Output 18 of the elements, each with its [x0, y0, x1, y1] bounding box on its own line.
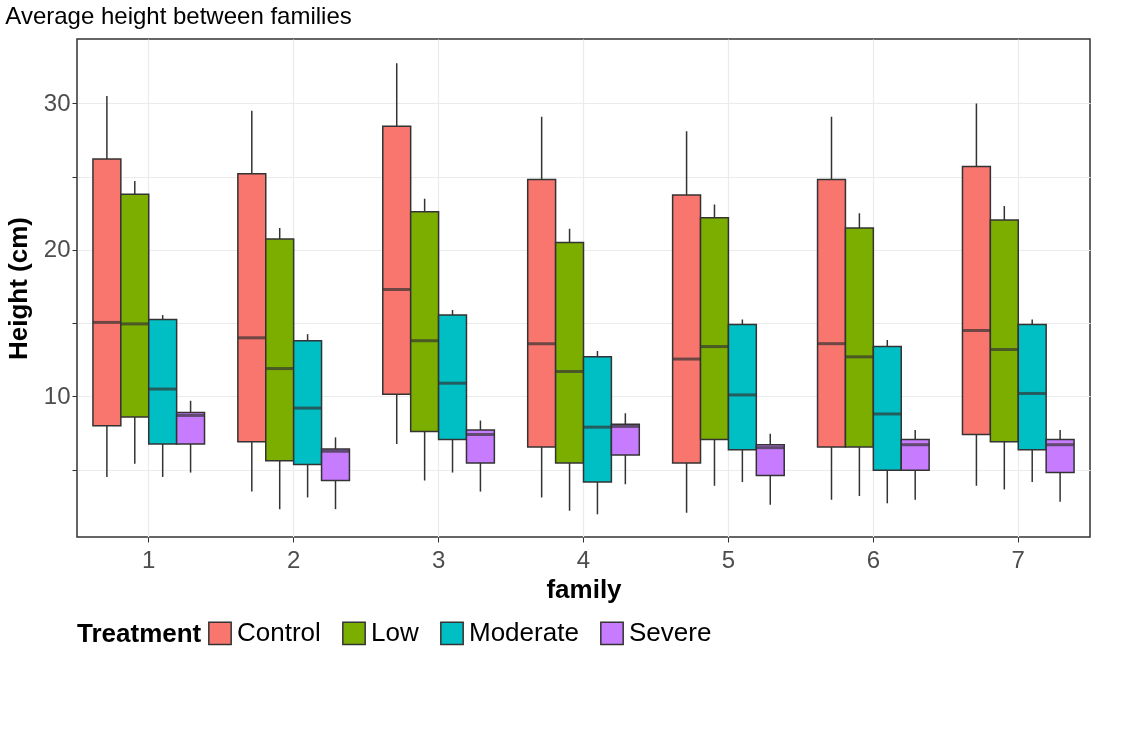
legend-label: Moderate: [469, 617, 579, 648]
x-tick-label: 7: [1011, 545, 1025, 573]
y-tick-label: 10: [43, 381, 71, 409]
x-axis-title: family: [546, 573, 623, 604]
x-tick-label: 3: [431, 545, 446, 573]
legend-label: Severe: [629, 617, 712, 648]
legend-label: Control: [237, 617, 321, 648]
chart-title: Average height between families: [5, 2, 352, 29]
x-tick-label: 4: [576, 545, 591, 573]
legend-title: Treatment: [77, 618, 202, 648]
y-axis-title: Height (cm): [2, 217, 33, 360]
y-tick-label: 20: [43, 235, 71, 263]
legend-label: Low: [371, 617, 419, 648]
y-tick-label: 30: [43, 88, 71, 116]
x-tick-label: 6: [866, 545, 881, 573]
x-tick-label: 2: [286, 545, 301, 573]
x-tick-label: 1: [142, 545, 156, 573]
x-tick-label: 5: [721, 545, 736, 573]
